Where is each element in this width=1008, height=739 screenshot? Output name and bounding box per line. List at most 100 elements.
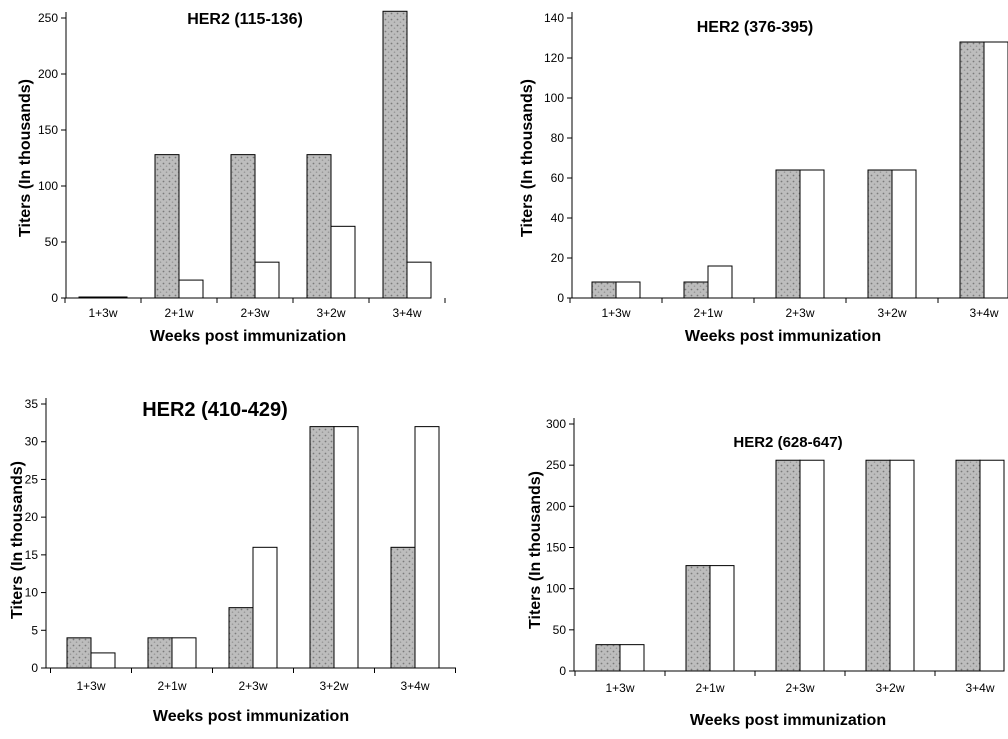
bar-series-2 (414, 426, 440, 669)
bar-series-2 (406, 261, 432, 299)
x-category-label: 3+4w (400, 679, 429, 693)
y-tick-label: 20 (25, 510, 39, 524)
chart-title: HER2 (376-395) (697, 19, 814, 36)
y-tick-label: 250 (38, 11, 58, 25)
x-axis-label: Weeks post immunization (690, 712, 886, 729)
chart-panel-her2-628-647: HER2 (628-647) 0 50 100 150 200 250 300 Titers (… (510, 380, 1008, 734)
bar-series-2 (252, 546, 278, 669)
chart-svg: HER2 (115-136) 0 50 100 150 200 250 Titers (In … (17, 10, 446, 345)
x-category-label: 2+1w (695, 681, 724, 695)
bar-series-2 (889, 459, 915, 672)
y-tick-label: 150 (38, 123, 58, 137)
bar-series-1 (306, 154, 332, 299)
y-tick-label: 50 (553, 623, 567, 637)
y-tick-label: 0 (559, 664, 566, 678)
bar-series-1 (66, 637, 92, 669)
chart-panel-her2-410-429: HER2 (410-429) 0 5 10 15 20 25 30 35 Titers (In t… (0, 380, 470, 734)
bar-series-1 (775, 459, 801, 672)
bar-series-2 (619, 644, 645, 672)
x-axis-label: Weeks post immunization (153, 708, 349, 725)
y-tick-label: 40 (551, 211, 565, 225)
bar-series-1 (147, 637, 173, 669)
y-tick-label: 300 (546, 417, 566, 431)
y-tick-label: 200 (38, 67, 58, 81)
y-tick-label: 60 (551, 171, 565, 185)
bar-series-2 (102, 296, 128, 299)
bar-series-2 (891, 169, 917, 299)
bar-series-1 (228, 607, 254, 669)
bar-series-2 (178, 279, 204, 299)
y-axis-label: Titers (In thousands) (9, 461, 26, 619)
chart-title: HER2 (115-136) (187, 11, 303, 28)
bar-series-1 (865, 459, 891, 672)
bar-series-1 (685, 565, 711, 672)
bar-series-2 (979, 459, 1005, 672)
bar-series-1 (591, 281, 617, 299)
y-tick-label: 5 (31, 623, 38, 637)
bar-series-2 (171, 637, 197, 669)
chart-panel-her2-376-395: HER2 (376-395) 0 20 40 60 80 100 120 140 Titers (… (510, 0, 1008, 350)
bar-series-1 (230, 154, 256, 299)
chart-svg: HER2 (376-395) 0 20 40 60 80 100 120 140 Titers (… (519, 11, 1008, 345)
bar-series-1 (595, 644, 621, 672)
x-category-label: 3+4w (392, 306, 421, 320)
y-tick-label: 140 (544, 11, 564, 25)
y-tick-label: 0 (51, 291, 58, 305)
bar-series-1 (959, 41, 985, 299)
x-category-label: 3+4w (965, 681, 994, 695)
bar-series-1 (382, 10, 408, 299)
y-tick-label: 25 (25, 472, 39, 486)
x-category-label: 2+1w (164, 306, 193, 320)
chart-svg: HER2 (410-429) 0 5 10 15 20 25 30 35 Titers (In t… (9, 397, 456, 725)
y-tick-label: 30 (25, 435, 39, 449)
y-axis-label: Titers (In thousands) (519, 79, 536, 237)
bar-series-1 (390, 546, 416, 669)
bar-series-1 (78, 296, 104, 299)
x-category-label: 1+3w (88, 306, 117, 320)
x-category-label: 2+3w (785, 306, 814, 320)
y-tick-label: 0 (31, 661, 38, 675)
bar-series-2 (333, 426, 359, 669)
bar-series-2 (707, 265, 733, 299)
bar-series-2 (330, 225, 356, 299)
x-category-label: 1+3w (605, 681, 634, 695)
y-tick-label: 0 (557, 291, 564, 305)
chart-panel-her2-115-136: HER2 (115-136) 0 50 100 150 200 250 Titers (In … (0, 0, 470, 350)
bar-series-2 (709, 565, 735, 672)
x-axis-label: Weeks post immunization (150, 328, 346, 345)
bar-series-2 (799, 459, 825, 672)
bar-series-2 (799, 169, 825, 299)
bar-series-1 (154, 154, 180, 299)
x-category-label: 2+3w (240, 306, 269, 320)
bar-series-2 (90, 652, 116, 669)
y-axis-label: Titers (In thousands) (17, 79, 34, 237)
bar-series-2 (983, 41, 1008, 299)
x-category-label: 1+3w (601, 306, 630, 320)
x-category-label: 2+1w (693, 306, 722, 320)
y-tick-label: 80 (551, 131, 565, 145)
bar-series-1 (867, 169, 893, 299)
x-category-label: 3+4w (969, 306, 998, 320)
y-tick-label: 200 (546, 499, 566, 513)
y-tick-label: 15 (25, 548, 39, 562)
bar-series-2 (615, 281, 641, 299)
x-category-label: 3+2w (319, 679, 348, 693)
y-tick-label: 120 (544, 51, 564, 65)
y-tick-label: 20 (551, 251, 565, 265)
x-category-label: 2+3w (238, 679, 267, 693)
chart-title: HER2 (628-647) (733, 434, 842, 451)
chart-title: HER2 (410-429) (142, 399, 288, 421)
y-tick-label: 100 (544, 91, 564, 105)
y-tick-label: 100 (546, 582, 566, 596)
bar-series-1 (955, 459, 981, 672)
bar-series-2 (254, 261, 280, 299)
y-tick-label: 250 (546, 458, 566, 472)
x-category-label: 2+3w (785, 681, 814, 695)
x-category-label: 3+2w (316, 306, 345, 320)
bar-series-1 (775, 169, 801, 299)
y-tick-label: 150 (546, 541, 566, 555)
y-tick-label: 10 (25, 586, 39, 600)
y-tick-label: 50 (45, 235, 59, 249)
x-category-label: 3+2w (877, 306, 906, 320)
x-axis-label: Weeks post immunization (685, 328, 881, 345)
